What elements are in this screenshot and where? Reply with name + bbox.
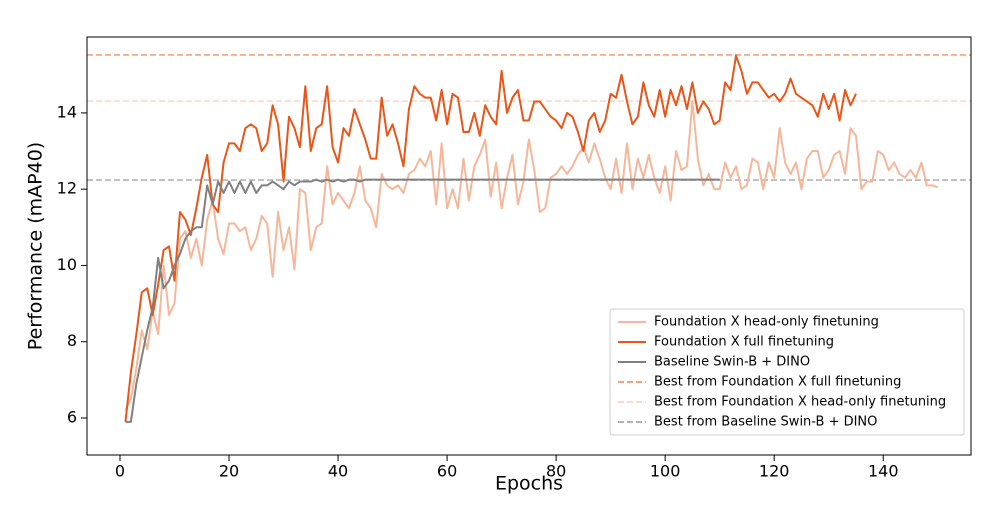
x-tick-label: 140 [868,462,899,481]
x-tick-label: 60 [437,462,457,481]
legend-label: Foundation X full finetuning [654,335,834,350]
x-tick-label: 120 [759,462,790,481]
x-tick-label: 20 [219,462,239,481]
y-axis-label: Performance (mAP40) [25,142,47,350]
legend-label: Baseline Swin-B + DINO [654,355,810,370]
y-tick-label: 8 [67,331,77,350]
y-tick-label: 14 [57,102,77,121]
y-tick-label: 12 [57,179,77,198]
y-tick-label: 6 [67,408,77,427]
series-line [124,54,857,422]
x-tick-label: 80 [546,462,566,481]
series-line [124,100,939,411]
legend-box [609,308,965,436]
legend-label: Foundation X head-only finetuning [654,315,879,330]
legend-label: Best from Foundation X head-only finetun… [654,395,946,410]
y-tick-label: 10 [57,255,77,274]
x-tick-label: 40 [328,462,348,481]
x-tick-label: 100 [650,462,681,481]
legend-label: Best from Foundation X full finetuning [654,375,901,390]
x-axis-label: Epochs [495,473,563,495]
series-line [125,178,720,423]
x-tick-label: 0 [115,462,125,481]
legend-label: Best from Baseline Swin-B + DINO [654,415,877,430]
plot-frame [86,36,972,456]
